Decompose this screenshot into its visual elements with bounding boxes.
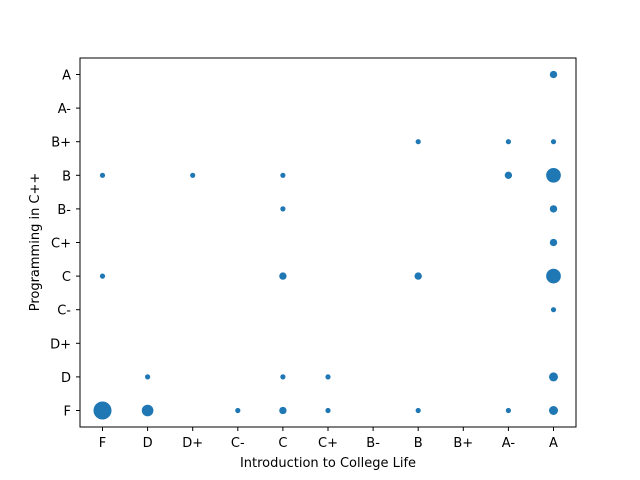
y-axis-label: Programming in C++ bbox=[28, 173, 43, 312]
y-axis-ticks: F D D+ C- C C+ B- B B+ A- A bbox=[50, 69, 80, 420]
plot-frame bbox=[79, 57, 577, 428]
x-axis-label: Introduction to College Life bbox=[240, 456, 416, 471]
x-tick-label: C bbox=[278, 436, 287, 451]
x-tick-label: B- bbox=[366, 436, 380, 451]
data-point bbox=[280, 172, 286, 178]
x-tick-label: D+ bbox=[182, 436, 203, 451]
x-tick-label: C- bbox=[231, 436, 245, 451]
y-tick-label: C+ bbox=[51, 237, 71, 252]
x-tick-label: B bbox=[414, 436, 423, 451]
y-tick-label: C bbox=[62, 270, 71, 285]
y-tick-label: B+ bbox=[51, 136, 71, 151]
x-tick-label: C+ bbox=[318, 436, 338, 451]
data-point bbox=[549, 70, 558, 79]
data-point bbox=[546, 167, 561, 183]
points-layer bbox=[93, 70, 561, 420]
data-point bbox=[279, 272, 287, 280]
data-point bbox=[325, 407, 331, 414]
x-tick-label: A- bbox=[502, 436, 516, 451]
data-point bbox=[190, 172, 196, 178]
y-tick-label: B bbox=[62, 169, 71, 184]
data-point bbox=[325, 374, 331, 380]
data-point bbox=[550, 307, 557, 313]
x-tick-label: B+ bbox=[453, 436, 473, 451]
data-point bbox=[93, 401, 112, 420]
x-axis-ticks: F D D+ C- C C+ B- B B+ A- A bbox=[99, 427, 558, 451]
data-point bbox=[145, 374, 151, 380]
y-tick-label: C- bbox=[57, 304, 71, 319]
data-point bbox=[550, 139, 557, 145]
y-tick-label: D+ bbox=[50, 337, 71, 352]
y-tick-label: D bbox=[61, 371, 71, 386]
data-point bbox=[549, 406, 558, 415]
data-point bbox=[141, 404, 154, 417]
data-point bbox=[235, 407, 241, 414]
x-tick-label: A bbox=[549, 436, 558, 451]
data-point bbox=[546, 268, 561, 284]
data-point bbox=[99, 172, 106, 178]
data-point bbox=[280, 206, 286, 212]
x-tick-label: D bbox=[143, 436, 153, 451]
data-point bbox=[549, 205, 558, 213]
data-point bbox=[415, 407, 421, 414]
y-tick-label: A- bbox=[58, 102, 72, 117]
data-point bbox=[99, 273, 106, 279]
data-point bbox=[549, 238, 558, 247]
data-point bbox=[279, 406, 287, 415]
data-point bbox=[415, 139, 421, 145]
data-point bbox=[280, 374, 286, 380]
data-point bbox=[505, 407, 511, 414]
data-point bbox=[504, 171, 513, 179]
data-point bbox=[505, 139, 511, 145]
data-point bbox=[549, 372, 558, 382]
y-tick-label: F bbox=[64, 405, 71, 420]
data-point bbox=[414, 272, 422, 280]
x-tick-label: F bbox=[99, 436, 106, 451]
y-tick-label: A bbox=[62, 69, 71, 84]
y-tick-label: B- bbox=[57, 203, 71, 218]
